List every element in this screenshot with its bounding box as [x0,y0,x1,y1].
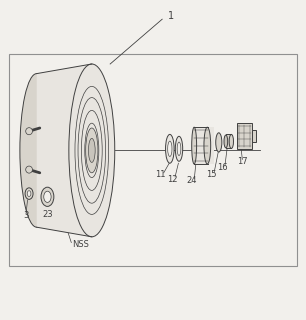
Ellipse shape [86,128,98,173]
Text: NSS: NSS [72,240,89,249]
Text: 16: 16 [217,164,227,172]
Ellipse shape [168,141,172,156]
Text: 3: 3 [23,212,29,220]
Text: 17: 17 [237,157,248,166]
Bar [9,54,297,266]
Ellipse shape [20,74,54,227]
Polygon shape [37,64,92,237]
Ellipse shape [88,138,95,162]
Ellipse shape [69,64,115,237]
Text: 1: 1 [168,11,174,21]
Bar [194,127,214,164]
Text: 24: 24 [186,176,196,185]
Bar [237,123,252,149]
Ellipse shape [224,135,228,148]
Ellipse shape [166,134,174,163]
Ellipse shape [25,188,33,199]
Bar [226,134,231,148]
Text: 15: 15 [207,170,217,179]
Ellipse shape [27,191,31,196]
Text: 23: 23 [42,210,53,219]
Bar [252,130,256,142]
Ellipse shape [26,166,32,173]
Ellipse shape [204,127,211,164]
Text: 11: 11 [155,170,166,179]
Ellipse shape [177,142,181,156]
Ellipse shape [229,134,233,148]
Text: 12: 12 [167,175,177,184]
Ellipse shape [44,191,51,202]
Ellipse shape [216,133,222,152]
Ellipse shape [192,127,197,164]
Ellipse shape [175,136,183,161]
Ellipse shape [41,187,54,206]
Ellipse shape [26,128,32,135]
